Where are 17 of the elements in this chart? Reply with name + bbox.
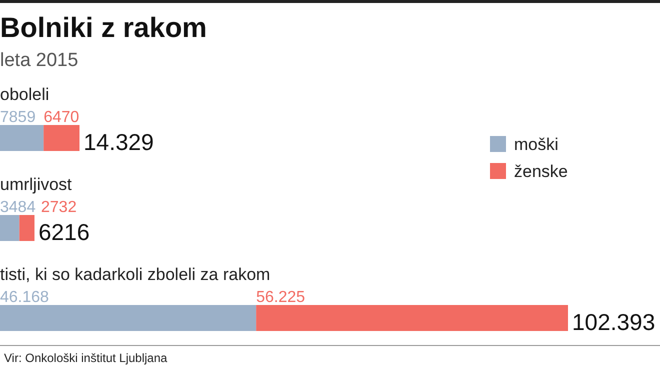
data-label: 2732 bbox=[41, 199, 77, 216]
y-tick-label: oboleli bbox=[0, 85, 50, 104]
chart-subtitle: leta 2015 bbox=[0, 50, 78, 71]
total-label: 102.393 bbox=[572, 309, 656, 335]
y-tick-label: umrljivost bbox=[0, 175, 72, 194]
data-label: 6470 bbox=[44, 109, 80, 126]
total-label: 6216 bbox=[38, 219, 90, 245]
legend-label: ženske bbox=[514, 162, 568, 181]
data-label: 56.225 bbox=[256, 289, 306, 306]
total-label: 14.329 bbox=[83, 129, 154, 155]
y-tick-label: tisti, ki so kadarkoli zboleli za rakom bbox=[0, 265, 270, 284]
data-label: 3484 bbox=[0, 199, 36, 216]
data-label: 7859 bbox=[0, 109, 36, 126]
legend-label: moški bbox=[514, 135, 558, 154]
text: Vir: Onkološki inštitut Ljubljana bbox=[4, 351, 168, 365]
data-label: 46.168 bbox=[0, 289, 50, 306]
chart-title: Bolniki z rakom bbox=[0, 12, 207, 43]
